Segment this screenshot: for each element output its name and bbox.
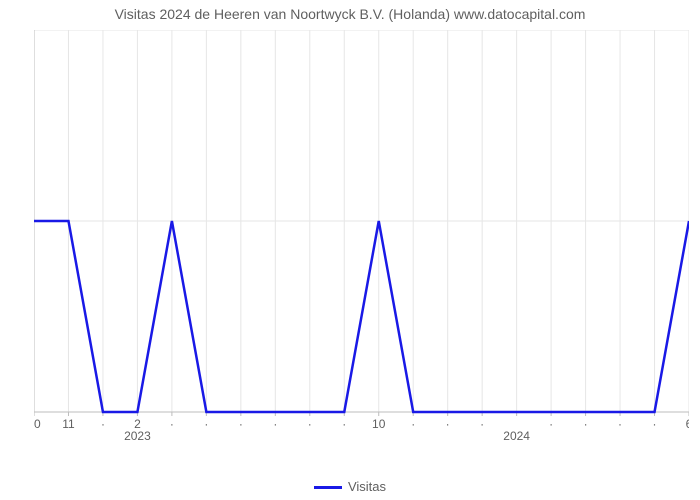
svg-text:·: · xyxy=(480,417,484,431)
svg-text:·: · xyxy=(342,417,346,431)
svg-text:·: · xyxy=(101,417,105,431)
svg-text:·: · xyxy=(618,417,622,431)
svg-text:·: · xyxy=(204,417,208,431)
svg-text:10: 10 xyxy=(34,417,41,431)
chart-legend: Visitas xyxy=(0,479,700,494)
chart-container: Visitas 2024 de Heeren van Noortwyck B.V… xyxy=(0,0,700,500)
chart-plot: 01210112106··············20232024 xyxy=(34,30,689,440)
svg-text:10: 10 xyxy=(372,417,386,431)
legend-label: Visitas xyxy=(348,479,386,494)
svg-text:·: · xyxy=(584,417,588,431)
svg-text:·: · xyxy=(446,417,450,431)
svg-text:·: · xyxy=(308,417,312,431)
svg-text:·: · xyxy=(411,417,415,431)
svg-text:2023: 2023 xyxy=(124,429,151,440)
svg-text:·: · xyxy=(273,417,277,431)
svg-text:·: · xyxy=(549,417,553,431)
svg-text:2024: 2024 xyxy=(503,429,530,440)
svg-text:·: · xyxy=(239,417,243,431)
legend-swatch xyxy=(314,486,342,489)
svg-text:11: 11 xyxy=(62,417,75,431)
svg-text:·: · xyxy=(170,417,174,431)
svg-text:6: 6 xyxy=(686,417,689,431)
chart-title: Visitas 2024 de Heeren van Noortwyck B.V… xyxy=(0,6,700,22)
svg-text:·: · xyxy=(653,417,657,431)
